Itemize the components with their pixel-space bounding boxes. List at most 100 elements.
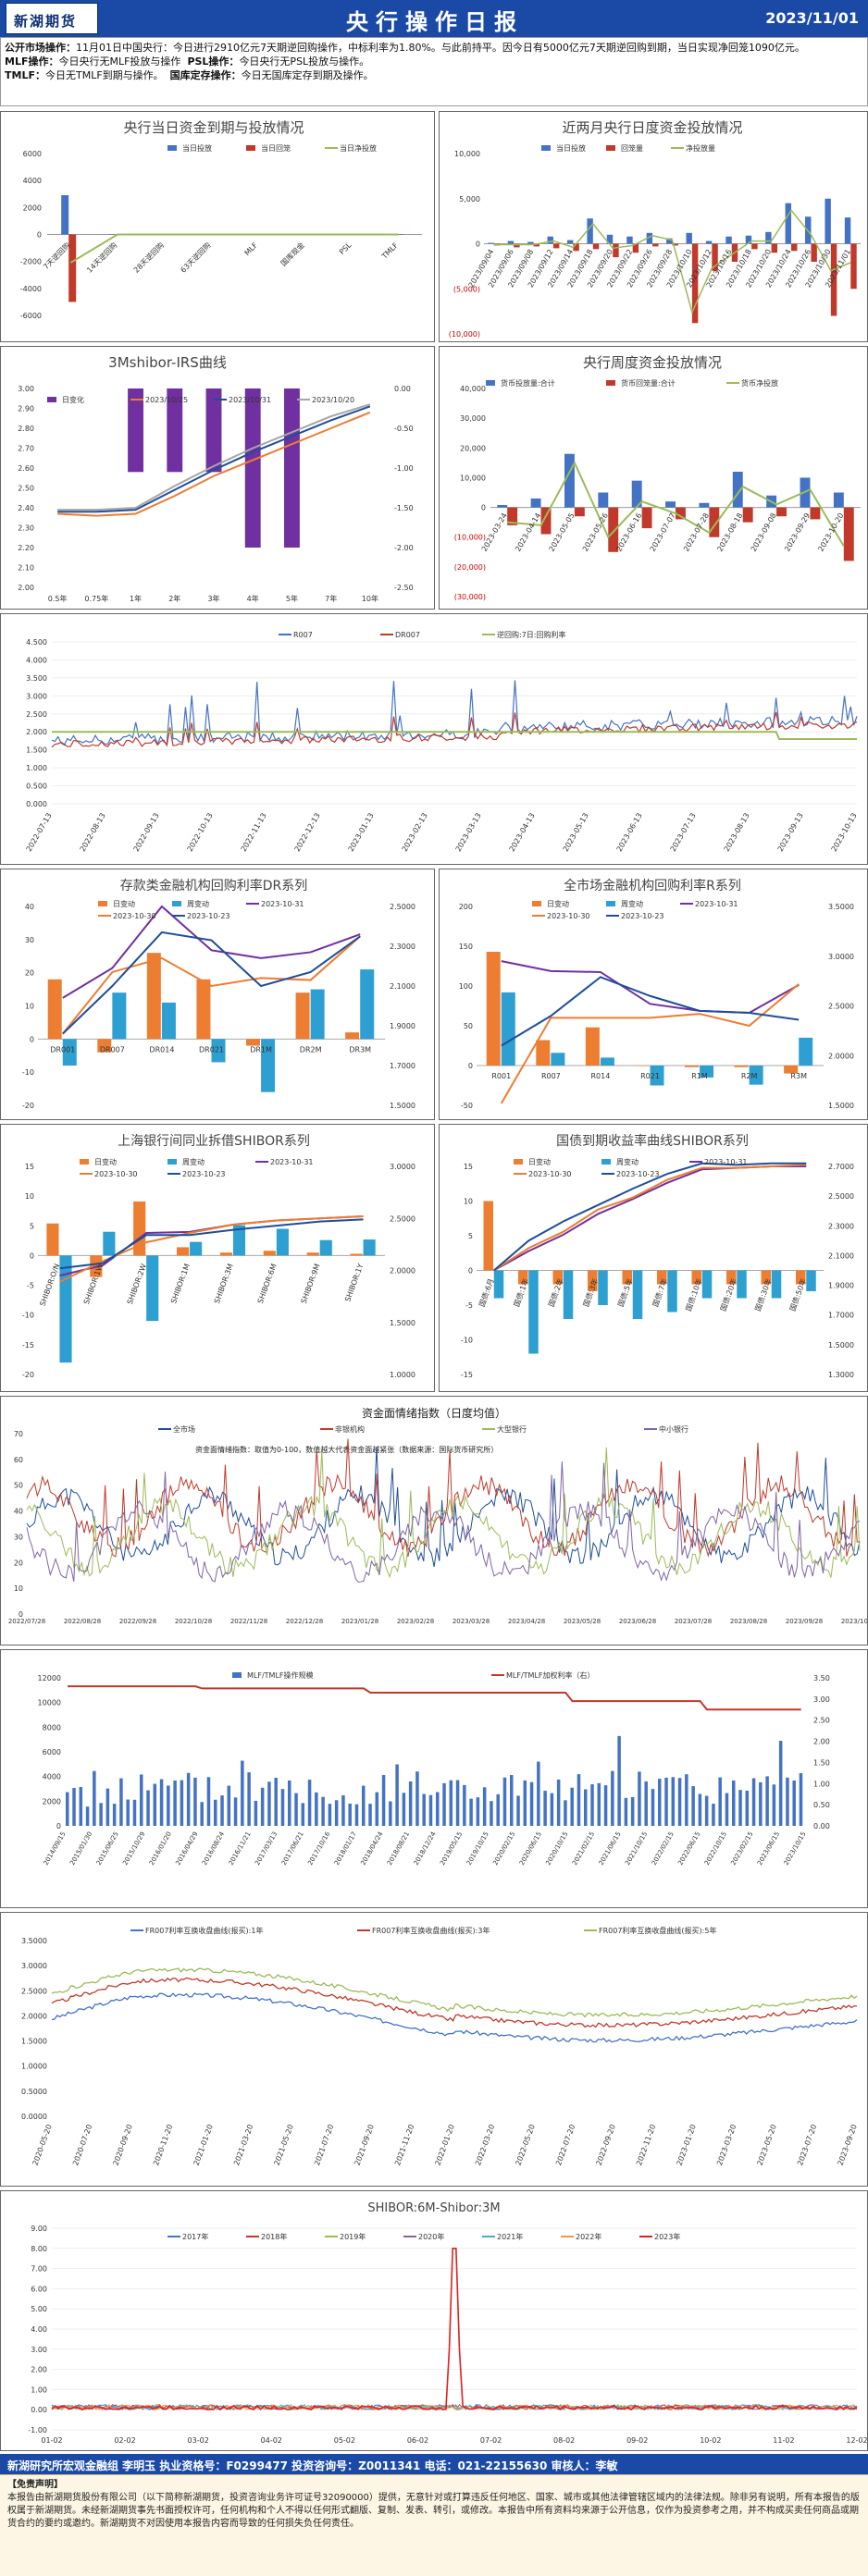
- bar: [691, 243, 699, 324]
- x-tick-label: 2023/03/28: [453, 1618, 490, 1625]
- bar: [99, 1803, 103, 1826]
- bar: [307, 1780, 312, 1826]
- x-tick-label: 2022/02/15: [651, 1830, 676, 1867]
- bar: [551, 1053, 565, 1066]
- legend-label: 当日净投放: [340, 143, 377, 153]
- bar: [93, 1770, 96, 1826]
- bar: [701, 1270, 713, 1299]
- series-line: [26, 1461, 861, 1583]
- x-tick-label: 2022/11/28: [230, 1618, 267, 1625]
- y-tick-label: 3.000: [26, 692, 47, 700]
- y-tick-label: 40: [25, 903, 34, 911]
- x-tick-label: 2020/02/15: [491, 1830, 516, 1867]
- bar: [214, 1799, 217, 1826]
- x-tick-label: 2022/10/15: [703, 1830, 728, 1867]
- x-tick-label: 2022-07-13: [25, 812, 54, 854]
- bar: [107, 234, 116, 235]
- legend-swatch: [514, 1159, 523, 1165]
- bar: [632, 243, 639, 253]
- legend-label: 日变动: [113, 899, 135, 908]
- bar: [540, 507, 552, 535]
- bar: [490, 1801, 493, 1826]
- y-tick-label: 2.500: [26, 710, 47, 719]
- bar: [119, 1778, 123, 1826]
- series-line: [501, 960, 800, 1015]
- x-tick-label: DR021: [199, 1045, 224, 1054]
- bar: [785, 203, 792, 244]
- bar: [507, 507, 518, 525]
- bar: [128, 388, 143, 473]
- bar: [200, 1802, 204, 1826]
- legend-label: 周变动: [621, 899, 643, 908]
- x-tick-label: 2023-10-13: [830, 812, 859, 854]
- x-tick-label: 2023-01-20: [676, 2124, 698, 2167]
- x-tick-label: 2022-12-13: [293, 812, 322, 854]
- x-tick-label: 09-02: [626, 2436, 648, 2445]
- series-line: [62, 931, 361, 1035]
- bar: [658, 1779, 662, 1826]
- x-tick-label: 2021/06/15: [598, 1830, 623, 1867]
- bar: [375, 1792, 379, 1826]
- x-tick-label: SHIBOR:1Y: [343, 1263, 365, 1303]
- x-tick-label: DR001: [50, 1045, 75, 1054]
- legend-label: 2023-10-31: [261, 900, 304, 908]
- bar: [159, 1779, 164, 1826]
- bar: [765, 231, 772, 244]
- y-tick-label: 1.000: [26, 764, 47, 772]
- y-tick-label: 1.5000: [828, 1102, 854, 1110]
- bar: [778, 1741, 783, 1826]
- y-tick-label: 3.50: [813, 1674, 830, 1682]
- x-tick-label: DR007: [100, 1045, 125, 1054]
- y-tick-label: 4000: [43, 1773, 61, 1781]
- legend-label: 2023-10-23: [616, 1170, 660, 1178]
- chart-liquidity-sentiment: 资金面情绪指数（日度均值） 资金面情绪指数：取值为0-100，数值越大代表资金面越…: [0, 1396, 868, 1645]
- legend-swatch: [532, 901, 541, 906]
- bar: [705, 240, 713, 244]
- x-tick-label: 国债:10年: [684, 1277, 704, 1313]
- y-tick-label: 2.3000: [828, 1222, 854, 1230]
- bar: [611, 1770, 614, 1826]
- series-line: [51, 2404, 858, 2411]
- bar: [830, 243, 837, 316]
- bar: [792, 1780, 796, 1826]
- y-tick-label: 1.5000: [390, 1319, 415, 1327]
- bar: [362, 1785, 366, 1826]
- x-tick-label: 04-02: [261, 2436, 282, 2445]
- bar: [301, 1803, 305, 1826]
- x-tick-label: SHIBOR:2W: [126, 1263, 148, 1305]
- legend-label: 中小银行: [659, 1424, 688, 1434]
- bar: [691, 1270, 701, 1285]
- x-tick-label: 2021-09-20: [353, 2124, 376, 2167]
- y-tick-label: 2.40: [18, 504, 34, 512]
- x-tick-label: 2016/01/20: [148, 1830, 173, 1867]
- bar: [486, 952, 501, 1066]
- legend-label: 当日回笼: [261, 143, 291, 153]
- x-tick-label: 2023-04-14: [514, 512, 542, 553]
- bar: [667, 1270, 677, 1313]
- bar: [288, 1780, 291, 1826]
- bar: [585, 1027, 600, 1066]
- bar: [772, 1784, 776, 1826]
- legend-label: 货币投放量:合计: [501, 378, 555, 388]
- bar: [725, 236, 732, 244]
- x-tick-label: 国库现金: [279, 240, 306, 268]
- bar: [146, 953, 161, 1040]
- y-tick-label: (10,000): [454, 534, 486, 542]
- bar: [665, 501, 676, 508]
- x-tick-label: DR1M: [250, 1045, 272, 1054]
- bar: [105, 1788, 110, 1826]
- y-tick-label: 10,000: [460, 474, 486, 482]
- bar: [574, 507, 585, 517]
- x-tick-label: 2023-05-20: [756, 2124, 778, 2167]
- bar: [626, 236, 633, 244]
- bar: [167, 1785, 170, 1826]
- y-tick-label: 50: [464, 1022, 473, 1030]
- legend-label: 日变动: [547, 899, 569, 908]
- series-line: [26, 1447, 861, 1567]
- bar: [613, 243, 619, 258]
- x-tick-label: 2023/10/28: [841, 1618, 867, 1625]
- legend-swatch: [606, 901, 615, 906]
- y-tick-label: 20: [14, 1559, 23, 1567]
- series-line: [57, 405, 371, 513]
- x-tick-label: 0.5年: [48, 594, 68, 603]
